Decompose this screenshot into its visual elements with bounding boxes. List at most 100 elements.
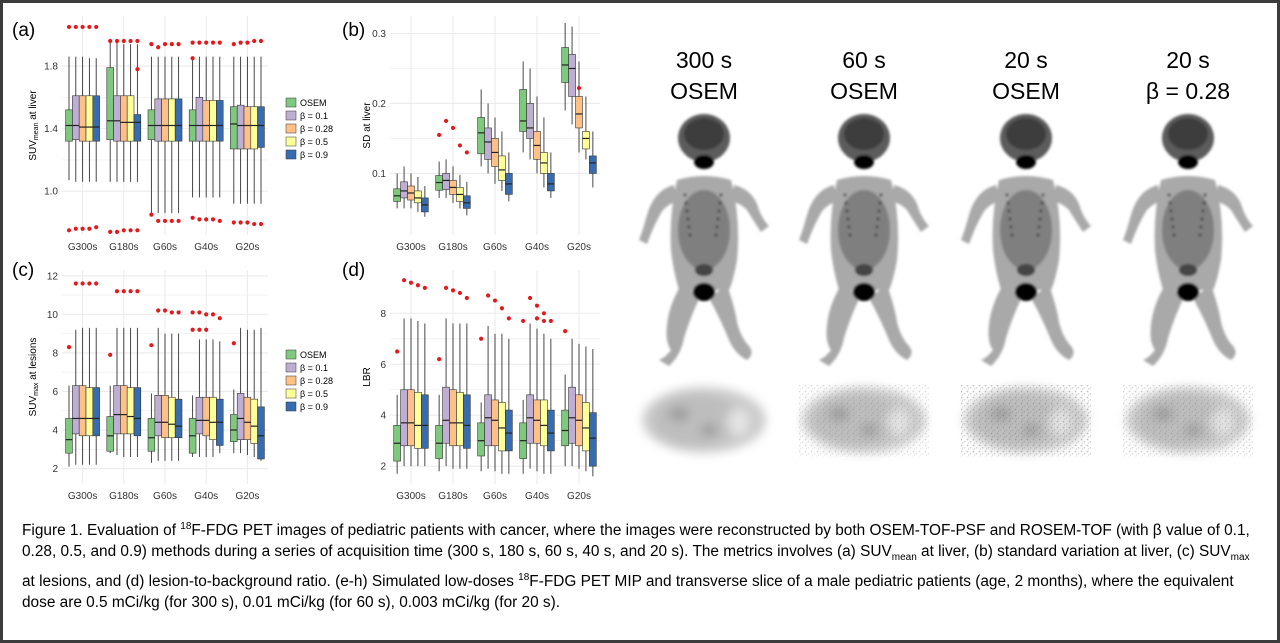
outlier-point [128, 38, 133, 44]
box [209, 396, 217, 440]
outlier-point [135, 228, 140, 233]
legend-label: β = 0.1 [300, 363, 328, 373]
outlier-point [197, 40, 202, 45]
outlier-point [108, 352, 113, 357]
box [519, 89, 527, 132]
outlier-point [94, 225, 99, 230]
outlier-point [457, 290, 463, 296]
outlier-point [73, 226, 78, 231]
outlier-point [149, 42, 154, 47]
outlier-point [210, 217, 216, 222]
outlier-point [135, 289, 140, 294]
box [106, 416, 114, 452]
image-panel: 300 s OSEM 60 s OSEM 20 s OSEM 20 s β = … [639, 47, 1253, 457]
legend-label: β = 0.28 [300, 124, 333, 134]
image-title-3-line2: OSEM [992, 78, 1060, 104]
image-title-2-line1: 60 s [842, 47, 885, 73]
box [174, 98, 183, 142]
image-title-4-line1: 20 s [1166, 47, 1209, 73]
outlier-point [231, 341, 236, 346]
box [561, 409, 569, 447]
outlier-point [149, 212, 154, 217]
slice-noise-4 [1123, 385, 1253, 457]
box [161, 98, 169, 142]
outlier-point [541, 311, 547, 316]
box [442, 386, 450, 444]
x-tick-label: G40s [194, 242, 218, 253]
x-tick-label: G20s [567, 242, 591, 253]
box [463, 394, 471, 449]
figure-plots: 1.0 1.4 1.8 G300s G180s G60s G40s G20s (a) SUVmea… [12, 16, 1253, 500]
outlier-point [80, 24, 85, 30]
y-tick-label: 8 [380, 309, 386, 320]
box [154, 98, 162, 142]
box [491, 399, 499, 447]
outlier-point [135, 67, 140, 72]
caption-part-4: at lesions, and (d) lesion-to-background… [22, 573, 519, 591]
box [154, 395, 162, 437]
x-tick-label: G20s [567, 491, 591, 500]
y-tick-label: 2 [52, 464, 58, 475]
legend-label: β = 0.9 [300, 150, 328, 160]
outlier-point [252, 221, 257, 227]
box [449, 389, 457, 447]
outlier-point [73, 24, 78, 30]
image-title-4-line2: β = 0.28 [1146, 78, 1230, 104]
x-tick-label: G20s [235, 491, 259, 500]
outlier-point [217, 218, 222, 224]
image-title-3-line1: 20 s [1004, 47, 1047, 73]
outlier-point [450, 288, 456, 293]
outlier-point [121, 38, 126, 44]
outlier-point [258, 221, 264, 227]
box [243, 396, 252, 440]
box [400, 389, 408, 447]
x-tick-label: G300s [68, 242, 97, 253]
box [236, 393, 245, 440]
outlier-point [135, 38, 140, 44]
outlier-point [422, 285, 427, 290]
y-tick-label: 0.1 [372, 169, 386, 180]
outlier-point [576, 85, 582, 91]
outlier-point [450, 125, 456, 131]
x-tick-label: G60s [483, 242, 507, 253]
box [547, 409, 555, 452]
box [257, 106, 265, 148]
outlier-point [437, 357, 442, 362]
box [414, 391, 422, 449]
outlier-point [443, 118, 449, 124]
outlier-point [114, 289, 120, 294]
box [120, 385, 128, 435]
legend-swatch [285, 110, 297, 121]
y-tick-label: 0.3 [372, 29, 386, 40]
y-axis-title: SUVmean at liver [28, 90, 40, 161]
box [589, 155, 597, 174]
x-tick-label: G60s [153, 491, 177, 500]
box [250, 106, 258, 150]
outlier-point [197, 310, 202, 315]
outlier-point [162, 218, 168, 224]
x-tick-label: G180s [438, 491, 467, 500]
y-tick-label: 1.8 [44, 62, 58, 73]
y-axis-title: LBR [362, 367, 373, 386]
figure-caption: Figure 1. Evaluation of 18F-FDG PET imag… [22, 517, 1262, 613]
outlier-point [408, 280, 414, 285]
y-axis-title: SD at liver [362, 102, 373, 149]
box [442, 173, 450, 190]
caption-part-1: Figure 1. Evaluation of [22, 522, 181, 540]
outlier-point [479, 336, 484, 341]
x-tick-label: G60s [153, 242, 177, 253]
legend-label: β = 0.9 [300, 402, 328, 412]
box [168, 98, 176, 142]
box [435, 425, 443, 459]
x-tick-label: G180s [438, 242, 467, 253]
box [72, 95, 80, 140]
mip-image-2 [799, 114, 929, 366]
outlier-point [94, 281, 99, 286]
outlier-point [94, 24, 99, 30]
legend-label: β = 0.5 [300, 137, 328, 147]
box [216, 100, 224, 142]
box [195, 97, 204, 142]
y-tick-label: 0.2 [372, 99, 386, 110]
legend-swatch [285, 149, 297, 160]
outlier-point [252, 38, 257, 44]
